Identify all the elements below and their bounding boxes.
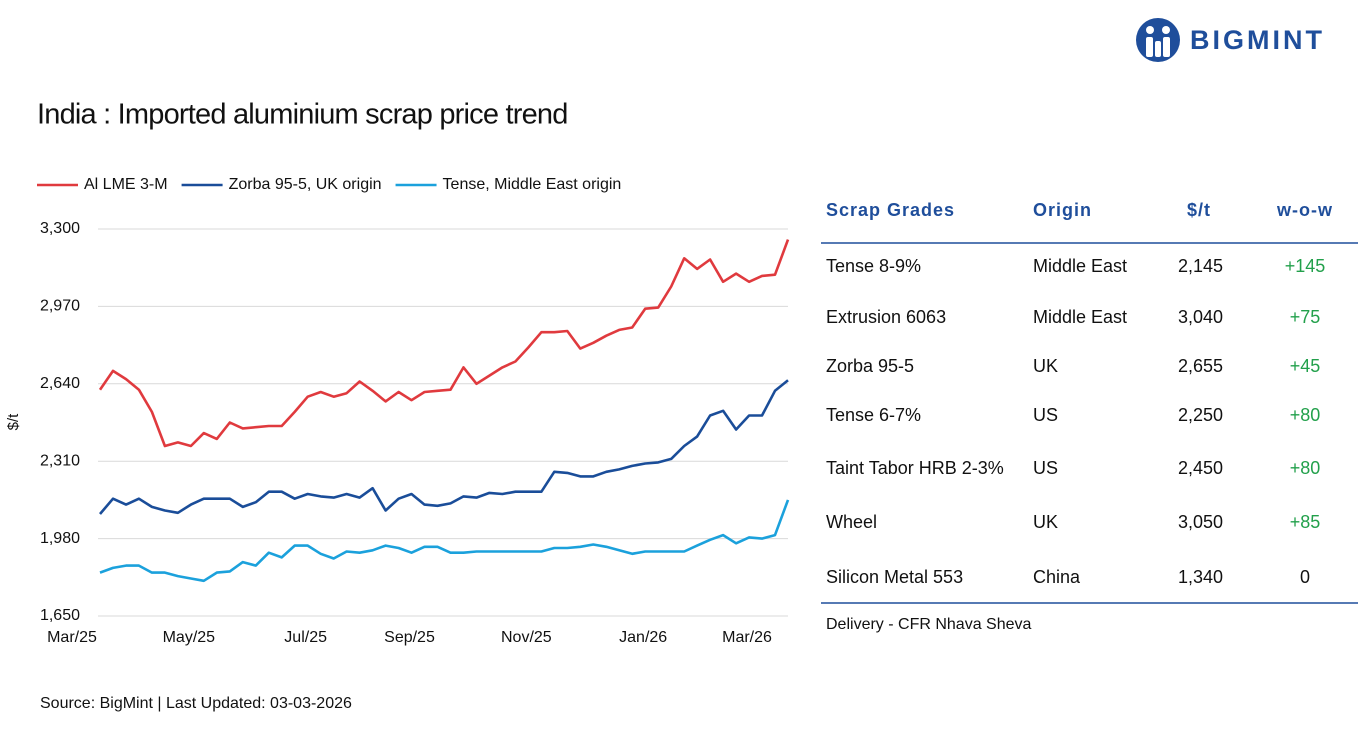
table-cell: +45: [1290, 356, 1321, 376]
x-tick-label: Jul/25: [284, 629, 327, 646]
table-header: Scrap Grades: [826, 200, 955, 220]
table-cell: Middle East: [1033, 307, 1127, 327]
table-cell: Middle East: [1033, 256, 1127, 276]
logo: BIGMINT: [1190, 25, 1325, 55]
logo-icon: [1136, 18, 1180, 62]
x-tick-label: Jan/26: [619, 629, 667, 646]
table-cell: Zorba 95-5: [826, 356, 914, 376]
x-tick-label: Mar/26: [722, 629, 772, 646]
series-line: [99, 499, 790, 583]
table-cell: Tense 6-7%: [826, 405, 921, 425]
table-cell: 2,655: [1178, 356, 1223, 376]
table-cell: US: [1033, 405, 1058, 425]
table-header: Origin: [1033, 200, 1092, 220]
table-cell: UK: [1033, 512, 1058, 532]
table-cell: 0: [1300, 567, 1310, 587]
table-cell: +145: [1285, 256, 1326, 276]
x-tick-label: Sep/25: [384, 629, 435, 646]
table-cell: 2,450: [1178, 458, 1223, 478]
y-tick-label: 2,640: [40, 375, 80, 392]
series-line: [99, 379, 789, 515]
table-cell: +85: [1290, 512, 1321, 532]
x-tick-label: Mar/25: [47, 629, 97, 646]
y-tick-label: 3,300: [40, 220, 80, 237]
table-note: Delivery - CFR Nhava Sheva: [826, 616, 1032, 633]
x-tick-label: Nov/25: [501, 629, 552, 646]
table-cell: 3,050: [1178, 512, 1223, 532]
table-cell: Silicon Metal 553: [826, 567, 963, 587]
table-cell: Tense 8-9%: [826, 256, 921, 276]
table-cell: US: [1033, 458, 1058, 478]
table-cell: 3,040: [1178, 307, 1223, 327]
series-line: [98, 239, 790, 448]
table-cell: 1,340: [1178, 567, 1223, 587]
table-header: $/t: [1187, 200, 1211, 220]
y-tick-label: 2,310: [40, 452, 80, 469]
legend-label: Al LME 3-M: [84, 176, 168, 193]
table-cell: 2,145: [1178, 256, 1223, 276]
source: Source: BigMint | Last Updated: 03-03-20…: [40, 695, 352, 712]
table-cell: +80: [1290, 458, 1321, 478]
x-tick-label: May/25: [163, 629, 216, 646]
y-tick-label: 1,980: [40, 530, 80, 547]
legend-label: Zorba 95-5, UK origin: [229, 176, 382, 193]
table-cell: UK: [1033, 356, 1058, 376]
table-cell: 2,250: [1178, 405, 1223, 425]
table-cell: Taint Tabor HRB 2-3%: [826, 458, 1004, 478]
table-cell: Wheel: [826, 512, 877, 532]
table-cell: China: [1033, 567, 1081, 587]
y-axis-title: $/t: [5, 413, 22, 431]
y-tick-label: 1,650: [40, 607, 80, 624]
table-cell: +75: [1290, 307, 1321, 327]
chart-title: India : Imported aluminium scrap price t…: [37, 99, 568, 131]
table-cell: Extrusion 6063: [826, 307, 946, 327]
y-tick-label: 2,970: [40, 298, 80, 315]
table-header: w-o-w: [1276, 200, 1333, 220]
table-cell: +80: [1290, 405, 1321, 425]
legend-label: Tense, Middle East origin: [443, 176, 622, 193]
